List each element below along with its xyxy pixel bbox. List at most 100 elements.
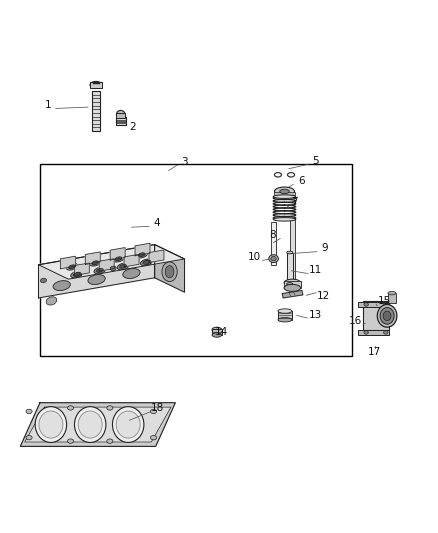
Bar xyxy=(278,311,292,320)
Polygon shape xyxy=(39,245,184,279)
Ellipse shape xyxy=(377,304,397,327)
Text: 9: 9 xyxy=(321,243,328,253)
Polygon shape xyxy=(60,256,75,269)
Ellipse shape xyxy=(120,264,127,268)
Ellipse shape xyxy=(67,406,74,410)
Polygon shape xyxy=(25,407,171,442)
Bar xyxy=(212,329,222,335)
Ellipse shape xyxy=(162,262,177,281)
Ellipse shape xyxy=(107,439,113,443)
Ellipse shape xyxy=(26,435,32,440)
Text: 16: 16 xyxy=(349,316,362,326)
Text: 8: 8 xyxy=(269,230,276,240)
Ellipse shape xyxy=(71,271,83,278)
Text: 1: 1 xyxy=(45,100,51,110)
Bar xyxy=(287,253,293,284)
Ellipse shape xyxy=(384,330,388,334)
Text: 6: 6 xyxy=(298,176,304,186)
Bar xyxy=(363,302,389,330)
Ellipse shape xyxy=(273,217,296,221)
Ellipse shape xyxy=(145,260,151,264)
Bar xyxy=(290,220,294,280)
Polygon shape xyxy=(99,259,114,271)
Ellipse shape xyxy=(69,265,75,269)
Polygon shape xyxy=(85,252,100,264)
Ellipse shape xyxy=(287,282,293,285)
Text: 11: 11 xyxy=(309,265,322,275)
Ellipse shape xyxy=(123,269,140,278)
Ellipse shape xyxy=(53,281,71,290)
Ellipse shape xyxy=(110,266,116,271)
Ellipse shape xyxy=(280,189,289,193)
Polygon shape xyxy=(135,243,150,256)
Ellipse shape xyxy=(138,253,145,256)
Polygon shape xyxy=(155,245,184,292)
Ellipse shape xyxy=(94,267,106,274)
Bar xyxy=(116,117,126,125)
Ellipse shape xyxy=(116,411,140,438)
Ellipse shape xyxy=(380,308,394,324)
Ellipse shape xyxy=(26,409,32,414)
Ellipse shape xyxy=(40,278,46,282)
Polygon shape xyxy=(149,250,164,263)
Bar xyxy=(275,192,294,195)
Text: 5: 5 xyxy=(313,156,319,166)
Ellipse shape xyxy=(388,292,396,295)
Ellipse shape xyxy=(212,333,222,337)
Text: 3: 3 xyxy=(182,157,188,167)
Ellipse shape xyxy=(66,263,78,270)
Ellipse shape xyxy=(271,256,276,261)
Bar xyxy=(272,222,276,265)
Ellipse shape xyxy=(35,407,67,442)
Ellipse shape xyxy=(96,269,103,272)
Text: 12: 12 xyxy=(317,291,330,301)
Ellipse shape xyxy=(115,257,122,261)
Ellipse shape xyxy=(278,309,292,313)
Ellipse shape xyxy=(275,187,294,196)
Ellipse shape xyxy=(141,259,152,266)
Polygon shape xyxy=(283,290,303,298)
Ellipse shape xyxy=(46,297,57,305)
Text: 2: 2 xyxy=(130,122,136,132)
Ellipse shape xyxy=(278,318,292,322)
Ellipse shape xyxy=(117,263,129,270)
Ellipse shape xyxy=(383,311,391,321)
Ellipse shape xyxy=(73,272,80,277)
Ellipse shape xyxy=(384,303,388,306)
Ellipse shape xyxy=(39,411,63,438)
Text: 13: 13 xyxy=(308,310,321,319)
Text: 15: 15 xyxy=(378,296,391,305)
Ellipse shape xyxy=(284,285,300,292)
Polygon shape xyxy=(124,254,139,267)
Bar xyxy=(90,82,102,88)
Polygon shape xyxy=(110,248,125,260)
Ellipse shape xyxy=(269,255,279,263)
Ellipse shape xyxy=(74,407,106,442)
Ellipse shape xyxy=(364,330,368,334)
Bar xyxy=(284,281,300,288)
Ellipse shape xyxy=(107,406,113,410)
Text: 4: 4 xyxy=(154,218,160,228)
Ellipse shape xyxy=(89,260,101,266)
Ellipse shape xyxy=(78,411,102,438)
Ellipse shape xyxy=(136,252,148,258)
Bar xyxy=(117,114,125,118)
Text: 18: 18 xyxy=(151,403,165,414)
Ellipse shape xyxy=(113,407,144,442)
Ellipse shape xyxy=(113,255,124,262)
Ellipse shape xyxy=(75,272,81,277)
Text: 10: 10 xyxy=(248,252,261,262)
Ellipse shape xyxy=(88,274,105,285)
Polygon shape xyxy=(20,403,175,446)
Ellipse shape xyxy=(150,409,156,414)
Bar xyxy=(388,293,396,303)
Text: 7: 7 xyxy=(291,197,297,207)
Bar xyxy=(92,91,100,131)
Text: 14: 14 xyxy=(215,327,228,337)
Bar xyxy=(358,302,389,307)
Ellipse shape xyxy=(150,435,156,440)
Ellipse shape xyxy=(92,261,99,265)
Ellipse shape xyxy=(273,195,296,198)
Ellipse shape xyxy=(165,265,174,278)
Ellipse shape xyxy=(212,327,222,333)
